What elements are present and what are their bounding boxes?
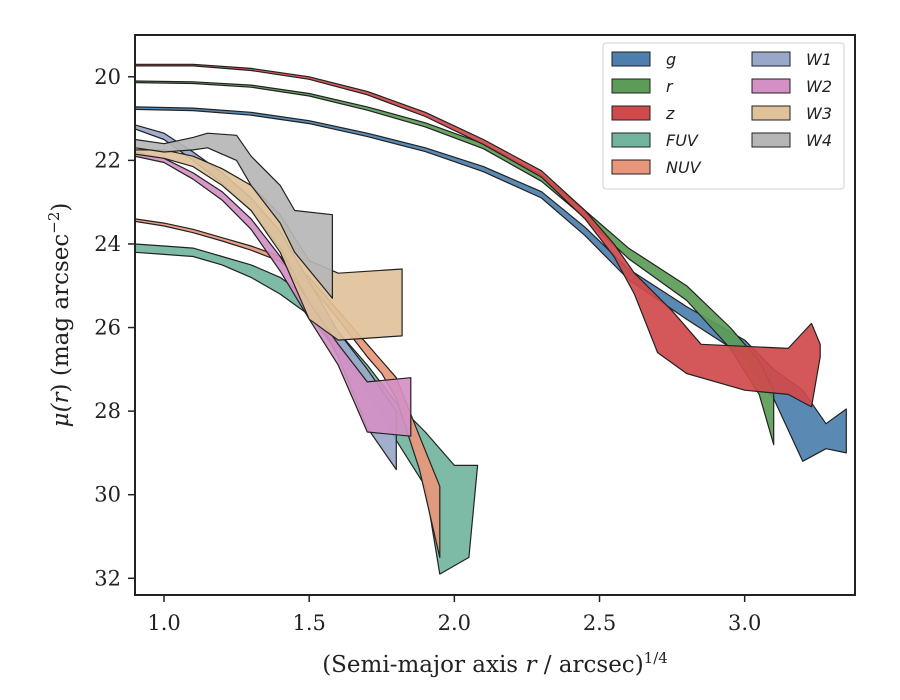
- legend-swatch-fuv: [611, 132, 651, 148]
- y-tick-label: 26: [94, 316, 121, 340]
- legend-swatch-w4: [751, 132, 791, 148]
- legend-swatch-w2: [751, 78, 791, 94]
- legend-label-w3: W3: [806, 104, 832, 123]
- legend: grz FUV NUV W1 W2 W3 W4: [602, 42, 845, 190]
- legend-label-g: g: [666, 50, 676, 69]
- y-tick-label: 24: [94, 232, 121, 256]
- x-tick-label: 3.0: [728, 611, 761, 635]
- legend-label-w1: W1: [806, 50, 832, 69]
- y-axis-label: μ(r) (mag arcsec−2): [45, 203, 74, 428]
- area-z: [135, 63, 821, 408]
- y-tick-label: 30: [94, 483, 121, 507]
- area-w2: [135, 151, 412, 437]
- legend-label-w4: W4: [806, 131, 832, 150]
- plot-frame: [134, 34, 856, 596]
- legend-swatch-w1: [751, 51, 791, 67]
- y-tick-label: 32: [94, 566, 121, 590]
- legend-label-w2: W2: [806, 77, 832, 96]
- legend-label-fuv: FUV: [666, 131, 699, 150]
- legend-label-z: z: [665, 104, 675, 123]
- y-tick-label: 28: [94, 399, 121, 423]
- x-tick-label: 2.5: [583, 611, 616, 635]
- legend-swatch-g: [611, 51, 651, 67]
- profile-areas: [135, 63, 847, 575]
- x-tick-label: 1.5: [292, 611, 325, 635]
- legend-label-r: r: [666, 77, 674, 96]
- area-w4: [135, 132, 333, 299]
- x-tick-label: 1.0: [147, 611, 180, 635]
- area-nuv: [135, 218, 441, 559]
- legend-swatch-r: [611, 78, 651, 94]
- legend-swatch-z: [611, 105, 651, 121]
- y-tick-label: 22: [94, 148, 121, 172]
- x-tick-label: 2.0: [438, 611, 471, 635]
- x-axis: 1.0 1.5 2.0 2.5 3.0: [147, 595, 761, 635]
- y-tick-label: 20: [94, 65, 121, 89]
- legend-swatch-nuv: [611, 159, 651, 175]
- legend-label-nuv: NUV: [666, 158, 702, 177]
- y-axis: 20 22 24 26 28 30 32: [94, 65, 135, 590]
- area-r: [135, 80, 775, 446]
- x-axis-label: (Semi-major axis r / arcsec)1/4: [322, 649, 668, 678]
- area-w3: [135, 149, 403, 341]
- area-g: [135, 106, 847, 462]
- legend-swatch-w3: [751, 105, 791, 121]
